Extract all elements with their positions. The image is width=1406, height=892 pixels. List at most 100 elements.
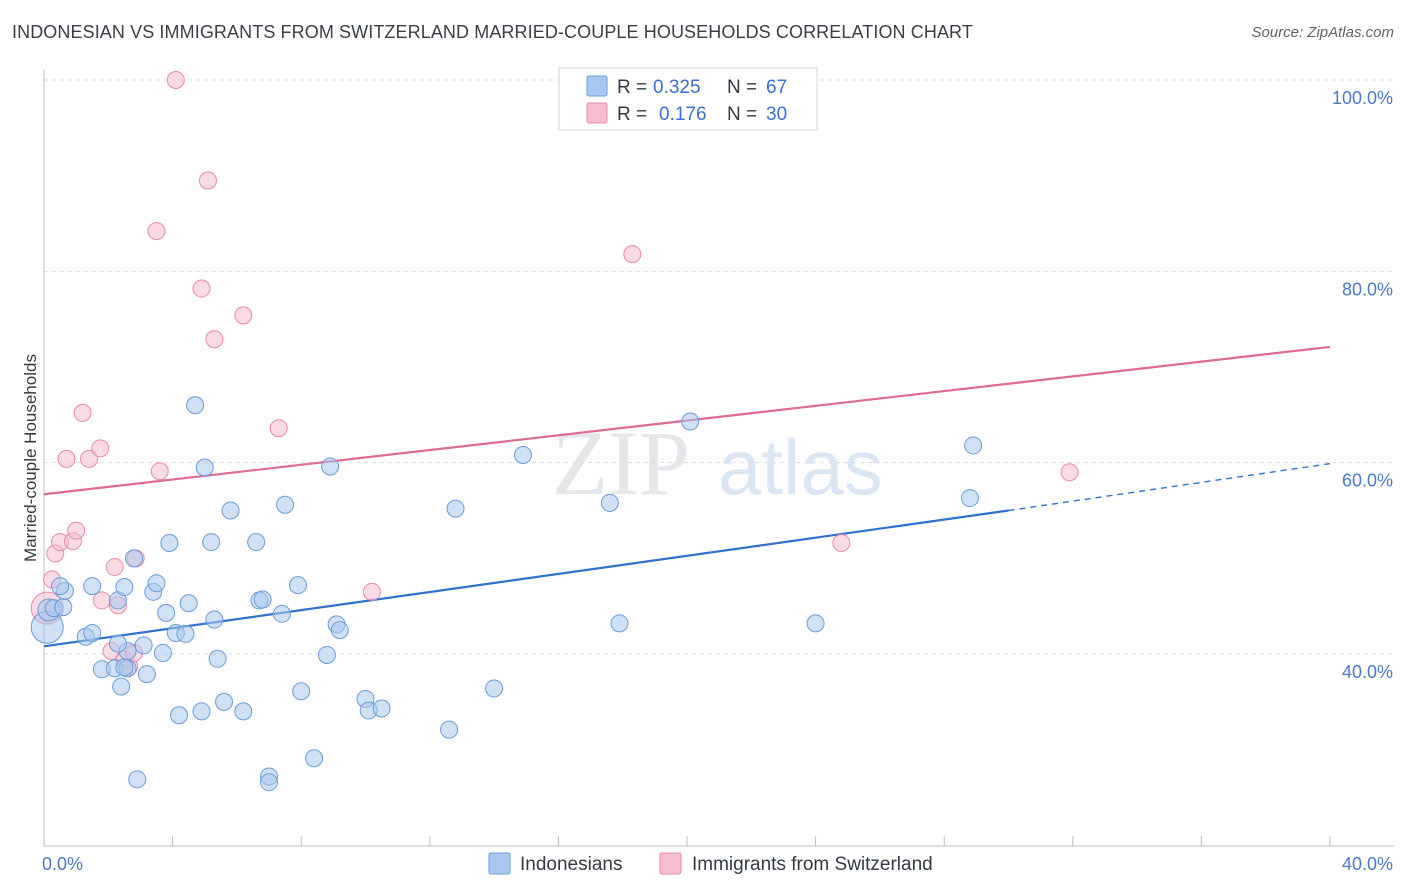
- gridlines: [44, 79, 1394, 655]
- data-point-indonesians: [440, 720, 459, 739]
- data-point-switzerland: [198, 171, 217, 190]
- legend-r-label-2: R =: [617, 104, 647, 125]
- data-point-indonesians: [610, 614, 629, 633]
- data-point-indonesians: [234, 702, 253, 721]
- data-points: [30, 71, 1079, 792]
- data-point-indonesians: [485, 679, 504, 698]
- legend-swatch-indonesians: [586, 75, 608, 97]
- legend-n-value-2: 30: [766, 104, 787, 125]
- data-point-switzerland: [832, 534, 851, 553]
- data-point-indonesians: [83, 623, 102, 642]
- y-tick-label: 40.0%: [1342, 662, 1393, 682]
- trend-line-indonesians-extension: [1008, 462, 1331, 512]
- data-point-indonesians: [960, 489, 979, 508]
- legend-r-value-1: 0.325: [653, 77, 701, 98]
- data-point-indonesians: [681, 412, 700, 431]
- data-point-indonesians: [446, 499, 465, 518]
- data-point-switzerland: [166, 71, 185, 89]
- x-tick-label: 0.0%: [42, 854, 83, 874]
- data-point-switzerland: [269, 419, 288, 438]
- data-point-switzerland: [192, 279, 211, 298]
- data-point-indonesians: [112, 677, 131, 696]
- data-point-indonesians: [108, 634, 127, 653]
- data-point-indonesians: [253, 590, 272, 609]
- data-point-indonesians: [276, 495, 295, 514]
- data-point-indonesians: [125, 549, 144, 568]
- data-point-switzerland: [147, 222, 166, 241]
- watermark-atlas: atlas: [718, 423, 883, 511]
- top-legend: R = 0.325 N = 67 R = 0.176 N = 30: [558, 67, 818, 131]
- data-point-indonesians: [134, 636, 153, 655]
- y-axis-label: Married-couple Households: [21, 354, 40, 562]
- data-point-switzerland: [67, 521, 86, 540]
- data-point-indonesians: [317, 645, 336, 664]
- data-point-indonesians: [305, 749, 324, 768]
- x-axis-ticks: [43, 836, 1331, 846]
- bottom-legend-swatch-indonesians: [488, 852, 511, 875]
- legend-r-label-1: R =: [617, 77, 647, 98]
- chart-source: Source: ZipAtlas.com: [1251, 24, 1394, 41]
- data-point-indonesians: [221, 501, 240, 520]
- trend-line-indonesians: [43, 509, 1009, 648]
- data-point-indonesians: [83, 577, 102, 596]
- data-point-indonesians: [288, 576, 307, 595]
- data-point-switzerland: [73, 403, 92, 422]
- data-point-switzerland: [1060, 463, 1079, 482]
- legend-n-label-1: N =: [727, 77, 757, 98]
- x-tick-label: 40.0%: [1342, 854, 1393, 874]
- data-point-indonesians: [186, 396, 205, 415]
- data-point-indonesians: [321, 457, 340, 476]
- legend-swatch-switzerland: [586, 102, 608, 124]
- data-point-switzerland: [105, 557, 124, 576]
- y-tick-label: 80.0%: [1342, 279, 1393, 299]
- data-point-indonesians: [202, 533, 221, 552]
- y-tick-label: 60.0%: [1342, 471, 1393, 491]
- data-point-indonesians: [215, 692, 234, 711]
- x-tick-labels: 0.0% 40.0%: [42, 854, 1393, 874]
- data-point-indonesians: [292, 682, 311, 701]
- data-point-switzerland: [205, 330, 224, 349]
- data-point-indonesians: [170, 706, 189, 725]
- data-point-indonesians: [372, 699, 391, 718]
- data-point-indonesians: [330, 621, 349, 640]
- bottom-legend-label-switzerland: Immigrants from Switzerland: [692, 854, 933, 875]
- bottom-legend: Indonesians Immigrants from Switzerland: [488, 852, 933, 875]
- data-point-indonesians: [272, 604, 291, 623]
- data-point-indonesians: [176, 624, 195, 643]
- data-point-switzerland: [91, 439, 110, 458]
- data-point-indonesians: [160, 534, 179, 553]
- data-point-indonesians: [54, 598, 73, 617]
- data-point-switzerland: [150, 462, 169, 481]
- data-point-indonesians: [260, 773, 279, 792]
- data-point-indonesians: [195, 458, 214, 477]
- data-point-indonesians: [806, 614, 825, 633]
- data-point-indonesians: [208, 649, 227, 668]
- data-point-indonesians: [600, 493, 619, 512]
- data-point-indonesians: [157, 603, 176, 622]
- y-tick-labels: 100.0% 80.0% 60.0% 40.0%: [1332, 88, 1393, 682]
- data-point-indonesians: [115, 658, 134, 677]
- data-point-switzerland: [362, 582, 381, 601]
- data-point-switzerland: [92, 591, 111, 610]
- data-point-indonesians: [964, 436, 983, 455]
- legend-n-label-2: N =: [727, 104, 757, 125]
- data-point-switzerland: [623, 245, 642, 264]
- data-point-indonesians: [128, 770, 147, 789]
- legend-r-value-2: 0.176: [659, 104, 707, 125]
- legend-n-value-1: 67: [766, 77, 787, 98]
- data-point-switzerland: [234, 306, 253, 325]
- data-point-indonesians: [247, 533, 266, 552]
- data-point-switzerland: [57, 449, 76, 468]
- data-point-indonesians: [137, 665, 156, 684]
- data-point-indonesians: [192, 702, 211, 721]
- data-point-indonesians: [51, 577, 70, 596]
- bottom-legend-swatch-switzerland: [659, 852, 682, 875]
- y-tick-label: 100.0%: [1332, 88, 1393, 108]
- data-point-indonesians: [147, 574, 166, 593]
- data-point-indonesians: [153, 644, 172, 663]
- data-point-indonesians: [205, 610, 224, 629]
- bottom-legend-label-indonesians: Indonesians: [520, 854, 622, 875]
- data-point-indonesians: [115, 578, 134, 597]
- data-point-switzerland: [80, 449, 99, 468]
